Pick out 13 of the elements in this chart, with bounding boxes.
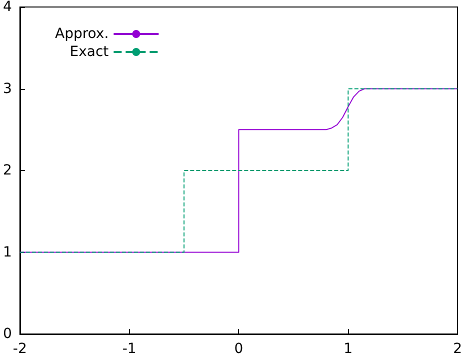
line-series — [19, 88, 458, 253]
legend-label: Approx. — [54, 26, 109, 42]
x-tick-label: 2 — [453, 341, 462, 356]
x-tick-label: 1 — [344, 341, 353, 356]
y-tick-label: 3 — [2, 80, 12, 97]
y-tick-label: 4 — [2, 0, 12, 15]
x-tick-label: -2 — [12, 341, 27, 356]
legend-label: Exact — [70, 44, 110, 60]
x-tick-label: -1 — [122, 341, 136, 356]
y-tick-label: 0 — [2, 326, 12, 342]
y-tick-label: 1 — [2, 244, 12, 260]
x-tick-label: 0 — [234, 341, 244, 356]
y-tick-label: 2 — [2, 162, 12, 178]
